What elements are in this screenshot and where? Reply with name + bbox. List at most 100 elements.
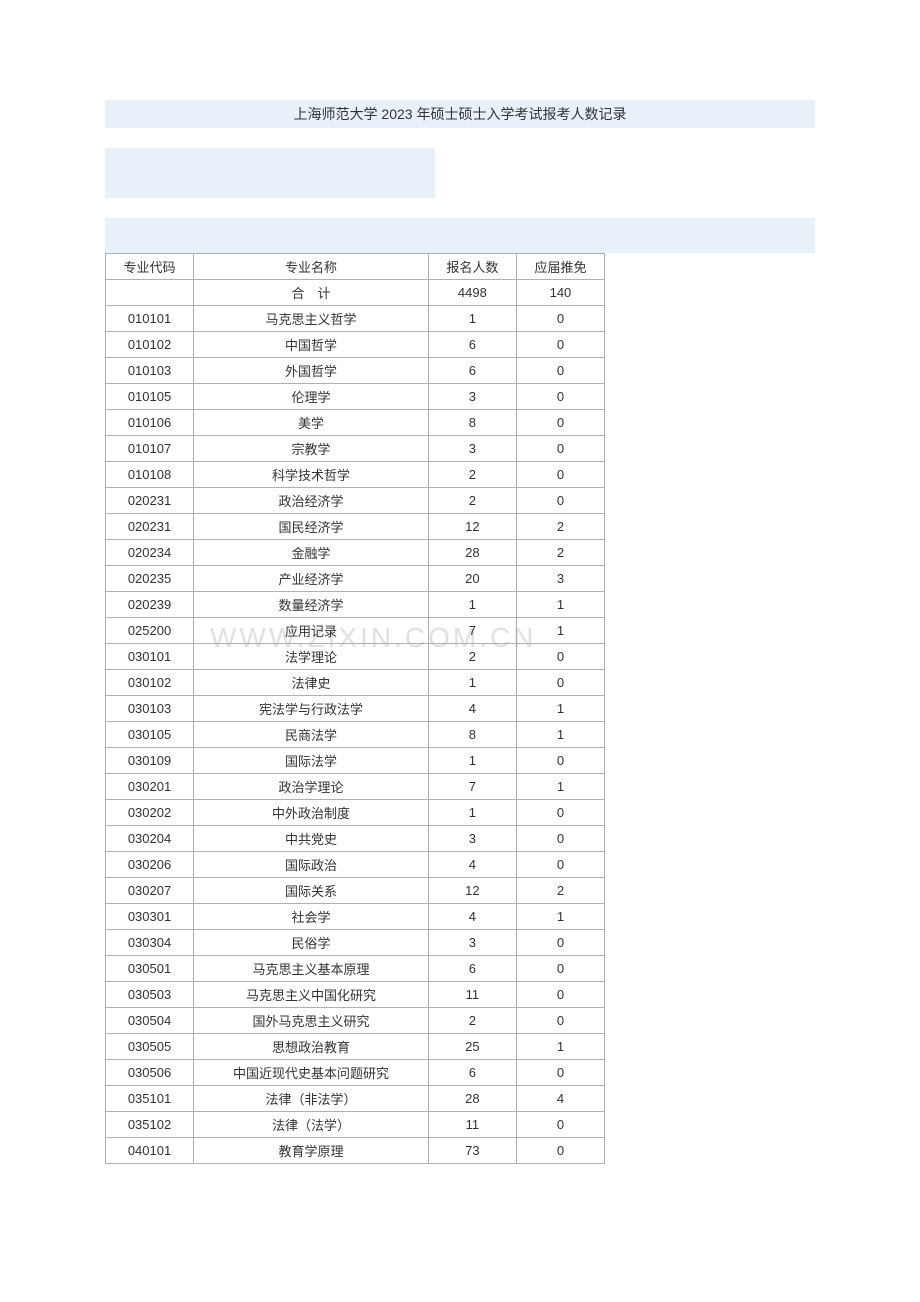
cell-code: 025200 <box>106 618 194 644</box>
cell-rec: 1 <box>516 696 604 722</box>
cell-name: 马克思主义基本原理 <box>194 956 429 982</box>
cell-count: 11 <box>428 1112 516 1138</box>
cell-rec: 0 <box>516 1112 604 1138</box>
cell-rec: 2 <box>516 878 604 904</box>
cell-name: 中外政治制度 <box>194 800 429 826</box>
table-row: 030301社会学41 <box>106 904 605 930</box>
cell-code: 010108 <box>106 462 194 488</box>
cell-name: 国外马克思主义研究 <box>194 1008 429 1034</box>
cell-rec: 0 <box>516 670 604 696</box>
header-count: 报名人数 <box>428 254 516 280</box>
table-total-row: 合 计 4498 140 <box>106 280 605 306</box>
spacer-block-1 <box>105 148 435 198</box>
cell-count: 1 <box>428 670 516 696</box>
table-row: 030201政治学理论71 <box>106 774 605 800</box>
cell-count: 8 <box>428 410 516 436</box>
cell-count: 1 <box>428 800 516 826</box>
cell-count: 28 <box>428 540 516 566</box>
cell-name: 中国哲学 <box>194 332 429 358</box>
cell-code: 030501 <box>106 956 194 982</box>
cell-code: 030206 <box>106 852 194 878</box>
cell-code: 030201 <box>106 774 194 800</box>
cell-code: 030304 <box>106 930 194 956</box>
cell-count: 1 <box>428 748 516 774</box>
page-container: 上海师范大学 2023 年硕士硕士入学考试报考人数记录 WWW.ZIXIN.CO… <box>0 0 920 1204</box>
cell-rec: 0 <box>516 982 604 1008</box>
table-row: 040101教育学原理730 <box>106 1138 605 1164</box>
cell-name: 民俗学 <box>194 930 429 956</box>
table-row: 030505思想政治教育251 <box>106 1034 605 1060</box>
cell-rec: 2 <box>516 514 604 540</box>
cell-rec: 0 <box>516 826 604 852</box>
cell-code: 010103 <box>106 358 194 384</box>
total-rec-cell: 140 <box>516 280 604 306</box>
cell-count: 6 <box>428 332 516 358</box>
cell-code: 030103 <box>106 696 194 722</box>
table-row: 020234金融学282 <box>106 540 605 566</box>
cell-count: 2 <box>428 644 516 670</box>
table-row: 030105民商法学81 <box>106 722 605 748</box>
cell-rec: 0 <box>516 410 604 436</box>
cell-count: 11 <box>428 982 516 1008</box>
table-row: 010105伦理学30 <box>106 384 605 410</box>
cell-code: 030105 <box>106 722 194 748</box>
cell-code: 020231 <box>106 514 194 540</box>
cell-code: 035101 <box>106 1086 194 1112</box>
cell-code: 035102 <box>106 1112 194 1138</box>
cell-name: 思想政治教育 <box>194 1034 429 1060</box>
cell-rec: 4 <box>516 1086 604 1112</box>
cell-count: 3 <box>428 436 516 462</box>
table-row: 030103宪法学与行政法学41 <box>106 696 605 722</box>
cell-rec: 0 <box>516 956 604 982</box>
table-row: 020231政治经济学20 <box>106 488 605 514</box>
cell-name: 教育学原理 <box>194 1138 429 1164</box>
cell-code: 010102 <box>106 332 194 358</box>
cell-count: 7 <box>428 618 516 644</box>
table-row: 010102中国哲学60 <box>106 332 605 358</box>
table-row: 030202中外政治制度10 <box>106 800 605 826</box>
cell-rec: 0 <box>516 332 604 358</box>
cell-code: 030204 <box>106 826 194 852</box>
cell-rec: 0 <box>516 384 604 410</box>
cell-count: 1 <box>428 306 516 332</box>
cell-count: 3 <box>428 826 516 852</box>
cell-count: 4 <box>428 904 516 930</box>
cell-code: 030207 <box>106 878 194 904</box>
cell-name: 国际法学 <box>194 748 429 774</box>
table-row: 030506中国近现代史基本问题研究60 <box>106 1060 605 1086</box>
table-row: 030204中共党史30 <box>106 826 605 852</box>
table-header-row: 专业代码 专业名称 报名人数 应届推免 <box>106 254 605 280</box>
cell-name: 国际政治 <box>194 852 429 878</box>
table-row: 010106美学80 <box>106 410 605 436</box>
spacer-block-2 <box>105 218 815 253</box>
table-row: 030206国际政治40 <box>106 852 605 878</box>
cell-code: 030503 <box>106 982 194 1008</box>
total-count-cell: 4498 <box>428 280 516 306</box>
table-row: 010108科学技术哲学20 <box>106 462 605 488</box>
cell-rec: 1 <box>516 774 604 800</box>
table-row: 035102法律（法学）110 <box>106 1112 605 1138</box>
cell-code: 020234 <box>106 540 194 566</box>
cell-name: 伦理学 <box>194 384 429 410</box>
cell-count: 25 <box>428 1034 516 1060</box>
cell-code: 030506 <box>106 1060 194 1086</box>
cell-name: 政治学理论 <box>194 774 429 800</box>
cell-name: 民商法学 <box>194 722 429 748</box>
cell-code: 030202 <box>106 800 194 826</box>
cell-name: 法学理论 <box>194 644 429 670</box>
cell-code: 020231 <box>106 488 194 514</box>
cell-count: 6 <box>428 1060 516 1086</box>
table-row: 030102法律史10 <box>106 670 605 696</box>
cell-rec: 0 <box>516 306 604 332</box>
table-row: 020231国民经济学122 <box>106 514 605 540</box>
cell-name: 应用记录 <box>194 618 429 644</box>
cell-code: 020235 <box>106 566 194 592</box>
cell-name: 国民经济学 <box>194 514 429 540</box>
cell-name: 中共党史 <box>194 826 429 852</box>
cell-code: 030504 <box>106 1008 194 1034</box>
cell-code: 010101 <box>106 306 194 332</box>
cell-count: 20 <box>428 566 516 592</box>
cell-code: 030102 <box>106 670 194 696</box>
cell-code: 010107 <box>106 436 194 462</box>
table-row: 030501马克思主义基本原理60 <box>106 956 605 982</box>
